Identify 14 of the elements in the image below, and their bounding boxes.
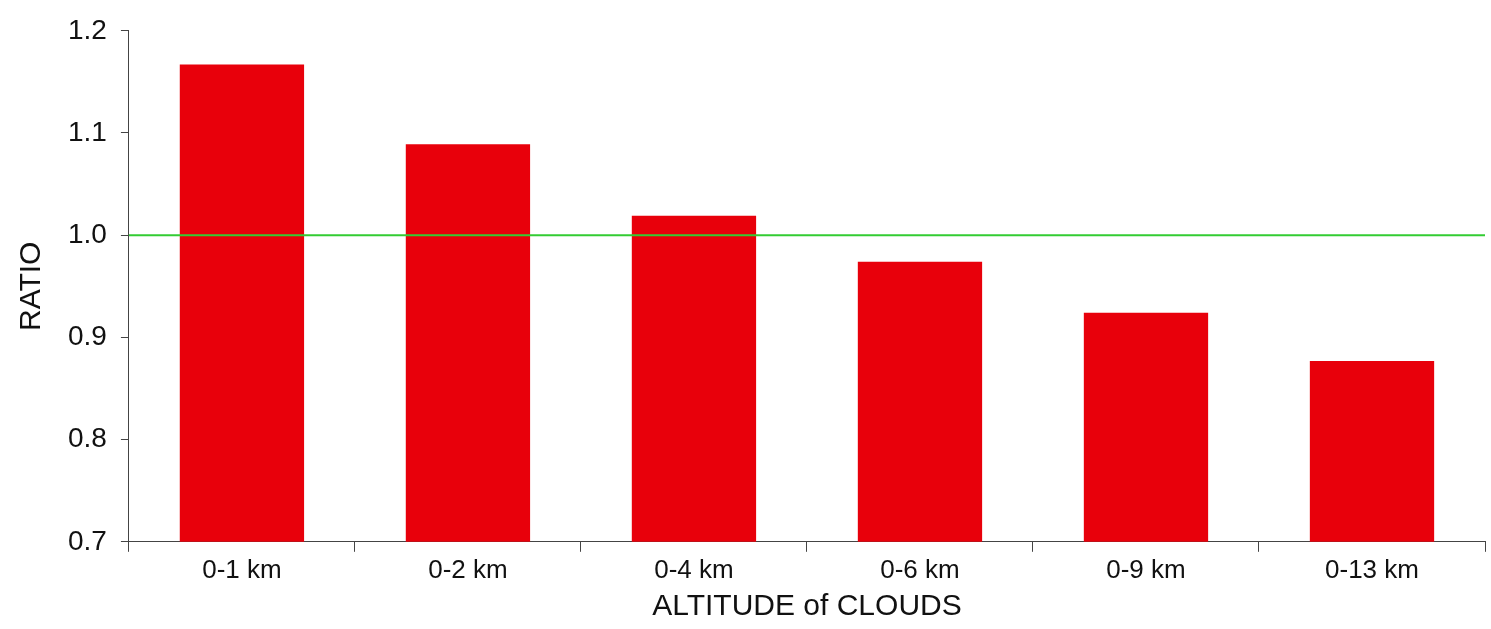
x-tick-label: 0-6 km [880,553,960,584]
y-tick-label: 0.8 [67,422,107,454]
x-tick-label: 0-2 km [428,553,508,584]
x-tick-label: 0-4 km [654,553,734,584]
y-tick-label: 0.7 [67,524,107,556]
x-tick-label: 0-1 km [202,553,282,584]
y-axis-title: RATIO [13,241,47,332]
x-tick-label: 0-13 km [1325,553,1419,584]
y-tick-label: 1.0 [67,217,107,249]
x-tick-label: 0-9 km [1106,553,1186,584]
y-tick-label: 1.1 [67,115,107,147]
x-axis-title: ALTITUDE of CLOUDS [652,588,962,622]
y-tick-label: 1.2 [67,13,107,45]
y-tick-label: 0.9 [67,320,107,352]
